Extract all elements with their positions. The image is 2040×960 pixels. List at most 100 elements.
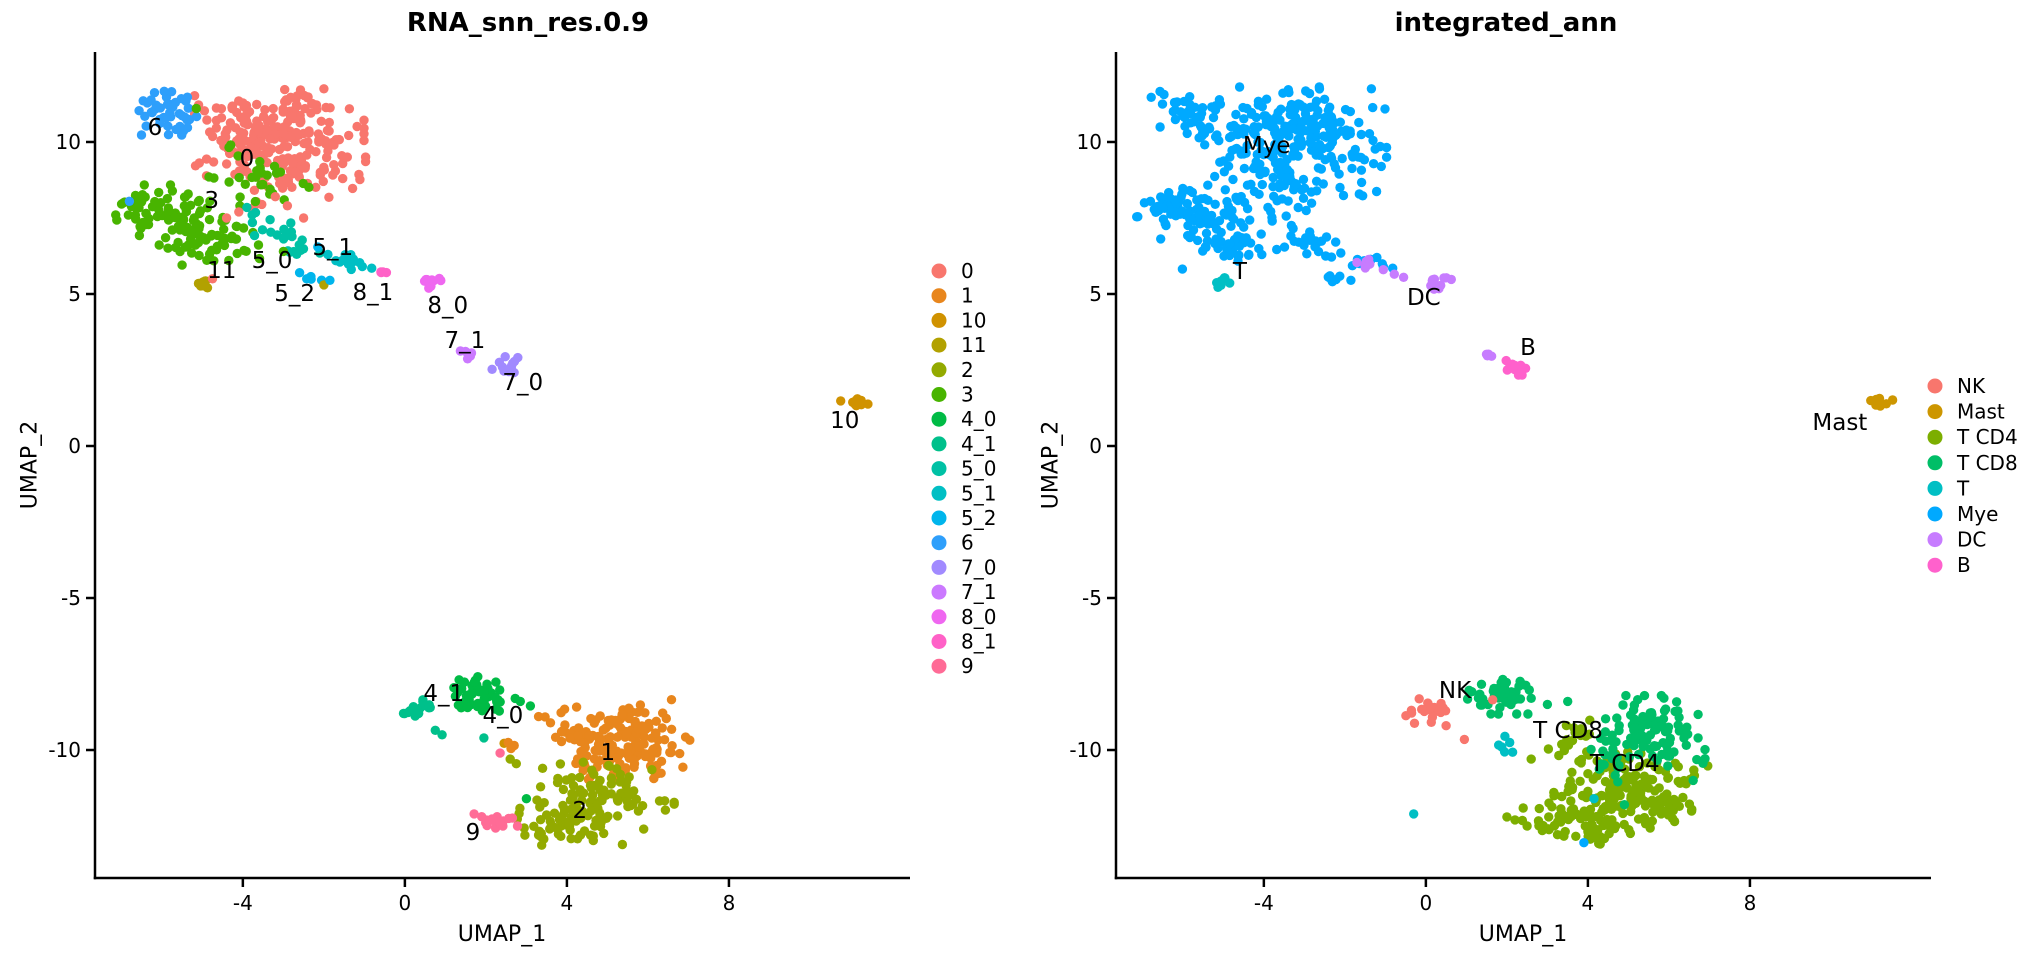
data-point-Mye [1182,207,1193,218]
data-point-Mye [1291,142,1301,152]
data-point-4_1 [430,725,440,735]
x-tick-label: -4 [1254,891,1274,915]
data-point-2 [660,805,671,815]
data-point-Mye [1214,95,1225,105]
data-point-T CD4 [1502,812,1512,822]
data-point-T CD8 [1512,709,1522,719]
data-point-T CD8 [1462,694,1473,704]
data-point-3 [163,206,174,216]
data-point-T CD4 [1645,774,1655,784]
data-point-T CD4 [1580,821,1591,831]
data-point-Mye [1257,179,1268,190]
data-point-Mye [1252,149,1263,160]
data-point-2 [571,816,581,826]
data-point-T CD8 [1673,706,1683,716]
legend-label-T: T [1956,476,1970,500]
data-point-T CD8 [1619,800,1630,810]
legend-label-Mast: Mast [1957,400,2005,424]
data-point-T CD8 [1621,690,1631,701]
data-point-0 [207,131,218,142]
legend-label-2: 2 [961,358,974,382]
data-point-T CD8 [1629,700,1640,710]
data-point-3 [224,177,234,187]
data-point-T CD8 [1599,760,1609,770]
data-point-2 [586,806,596,816]
data-point-3 [131,203,142,213]
data-point-5_0 [286,218,296,228]
y-tick-label: -5 [1082,586,1102,610]
x-tick-label: -4 [233,891,253,915]
cluster-label-2: 2 [573,798,588,824]
data-point-0 [359,129,369,139]
data-point-1 [593,731,604,742]
data-point-Mye [1319,94,1330,105]
legend-label-8_0: 8_0 [961,605,996,629]
data-point-Mye [1364,129,1375,139]
data-point-Mye [1219,208,1229,218]
data-point-0 [234,166,245,176]
data-point-3 [202,255,212,265]
data-point-Mye [1295,99,1305,110]
data-point-4_0 [480,701,491,711]
data-point-2 [568,791,578,801]
data-point-3 [112,215,122,225]
data-point-T CD8 [1692,754,1702,765]
data-point-Mye [1208,112,1219,123]
legend-swatch-1 [931,288,947,304]
data-point-3 [160,233,171,243]
data-point-0 [344,130,354,141]
data-point-Mye [1155,122,1165,132]
cluster-label-7_1: 7_1 [444,328,485,354]
data-point-Mye [1179,109,1190,119]
data-point-4_1 [410,711,420,721]
data-point-T CD8 [1631,731,1641,742]
data-point-Mye [1177,264,1188,274]
data-point-0 [189,91,200,101]
data-point-T CD8 [1671,697,1682,707]
data-point-2 [586,783,597,793]
data-point-2 [532,795,542,805]
data-point-3 [224,255,234,266]
data-point-Mye [1263,202,1273,213]
data-point-T CD8 [1612,752,1622,763]
data-point-1 [612,753,622,763]
y-tick-label: -10 [48,738,81,762]
data-point-3 [173,237,183,248]
data-point-1 [651,716,661,726]
data-point-T CD4 [1640,801,1651,811]
data-point-6 [124,196,135,206]
data-point-T [1225,278,1235,288]
data-point-1 [647,746,658,756]
y-tick-label: 0 [68,434,81,458]
data-point-2 [595,775,605,786]
data-point-Mye [1157,99,1168,109]
data-point-1 [617,709,627,720]
data-point-3 [185,234,196,244]
data-point-T CD4 [1626,806,1636,817]
data-point-NK [1488,695,1498,705]
data-point-1 [624,703,634,713]
x-tick-label: 4 [561,891,574,915]
data-point-1 [629,755,639,765]
data-point-10 [836,396,846,406]
data-point-5_0 [257,225,268,235]
data-point-6 [166,87,177,97]
data-point-T CD8 [1640,732,1650,742]
data-point-Mye [1170,114,1181,125]
legend-swatch-Mast [1927,404,1943,420]
data-point-Mye [1146,92,1156,103]
data-point-Mye [1199,193,1210,204]
data-point-4_0 [449,683,459,693]
data-point-3 [304,182,314,192]
data-point-0 [359,115,369,125]
legend-swatch-T [1927,480,1943,496]
data-point-7_1 [460,346,471,357]
data-point-T [1215,280,1225,291]
data-point-2 [599,785,609,795]
data-point-3 [181,206,192,217]
data-point-4_0 [490,692,501,703]
legend-label-10: 10 [961,308,986,332]
data-point-Mye [1302,249,1312,259]
data-point-Mye [1214,216,1225,226]
data-point-Mye [1335,182,1345,193]
